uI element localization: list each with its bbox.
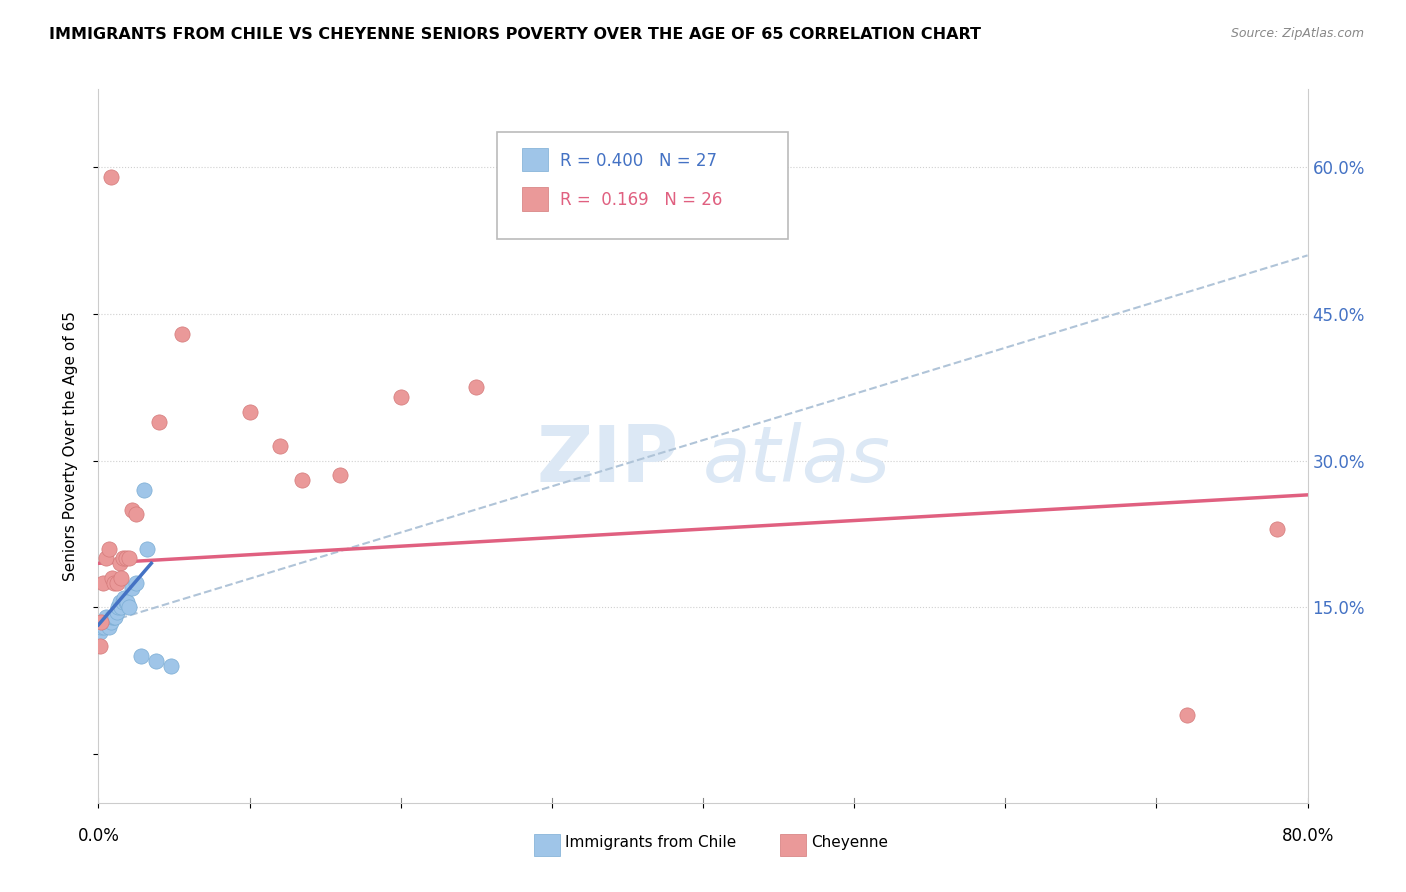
Point — [108, 595, 131, 609]
Point — [101, 571, 124, 585]
Point — [1267, 522, 1289, 536]
Point — [104, 610, 127, 624]
Point — [125, 575, 148, 590]
Point — [132, 483, 155, 497]
Point — [107, 600, 129, 615]
Point — [125, 508, 148, 522]
Point — [121, 502, 143, 516]
Point — [94, 610, 117, 624]
Point — [110, 571, 132, 585]
Point — [465, 380, 488, 394]
Point — [118, 600, 141, 615]
Point — [93, 620, 115, 634]
Point — [114, 595, 136, 609]
Point — [100, 170, 122, 185]
Point — [91, 615, 114, 629]
Point — [291, 473, 314, 487]
Point — [1175, 707, 1198, 722]
FancyBboxPatch shape — [522, 148, 548, 171]
Point — [114, 551, 136, 566]
Point — [110, 600, 132, 615]
Point — [90, 615, 112, 629]
Text: ZIP: ZIP — [537, 422, 679, 499]
Point — [96, 615, 118, 629]
Point — [103, 610, 125, 624]
Text: 0.0%: 0.0% — [77, 827, 120, 846]
Point — [111, 551, 134, 566]
Point — [108, 557, 131, 571]
Point — [160, 659, 183, 673]
Text: R =  0.169   N = 26: R = 0.169 N = 26 — [561, 191, 723, 209]
Point — [91, 575, 114, 590]
Point — [389, 390, 412, 404]
Point — [269, 439, 291, 453]
Point — [170, 326, 193, 341]
Text: Immigrants from Chile: Immigrants from Chile — [565, 836, 737, 850]
Point — [98, 541, 121, 556]
Point — [103, 575, 125, 590]
Text: R = 0.400   N = 27: R = 0.400 N = 27 — [561, 152, 717, 169]
Text: atlas: atlas — [703, 422, 891, 499]
Point — [148, 415, 170, 429]
Point — [115, 595, 138, 609]
FancyBboxPatch shape — [522, 187, 548, 211]
Point — [90, 620, 112, 634]
Point — [111, 595, 134, 609]
Point — [129, 649, 152, 664]
Point — [121, 581, 143, 595]
Text: 80.0%: 80.0% — [1281, 827, 1334, 846]
Point — [94, 551, 117, 566]
Point — [145, 654, 167, 668]
Point — [98, 620, 121, 634]
Point — [101, 610, 124, 624]
Point — [105, 575, 128, 590]
Y-axis label: Seniors Poverty Over the Age of 65: Seniors Poverty Over the Age of 65 — [63, 311, 77, 581]
FancyBboxPatch shape — [498, 132, 787, 239]
Point — [118, 551, 141, 566]
Text: Source: ZipAtlas.com: Source: ZipAtlas.com — [1230, 27, 1364, 40]
Point — [100, 615, 122, 629]
Point — [105, 605, 128, 619]
Point — [135, 541, 157, 556]
Point — [89, 624, 111, 639]
Point — [89, 640, 111, 654]
Point — [112, 591, 135, 605]
Point — [329, 468, 352, 483]
Text: Cheyenne: Cheyenne — [811, 836, 889, 850]
Point — [239, 405, 262, 419]
Text: IMMIGRANTS FROM CHILE VS CHEYENNE SENIORS POVERTY OVER THE AGE OF 65 CORRELATION: IMMIGRANTS FROM CHILE VS CHEYENNE SENIOR… — [49, 27, 981, 42]
